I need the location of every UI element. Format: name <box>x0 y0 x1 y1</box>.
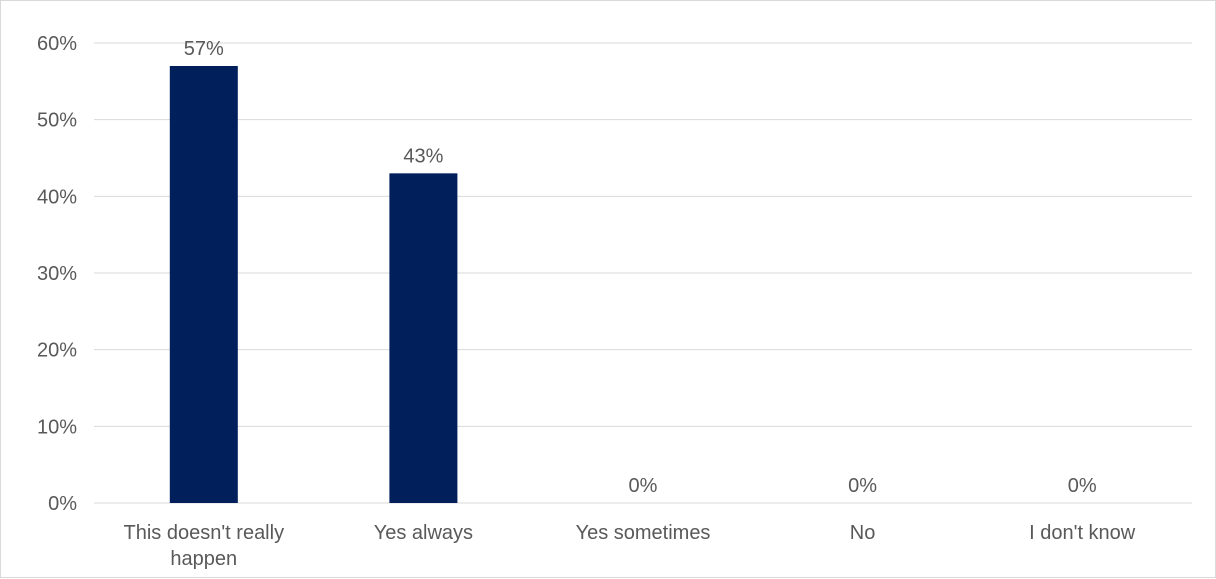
y-tick-label: 60% <box>37 33 77 55</box>
data-label: 43% <box>403 145 443 167</box>
data-label: 57% <box>184 38 224 60</box>
y-tick-label: 50% <box>37 110 77 132</box>
data-label: 0% <box>848 475 877 497</box>
category-label: I don't know <box>1029 522 1136 544</box>
bars <box>169 66 458 504</box>
category-label: No <box>850 522 876 544</box>
category-label-line: Yes always <box>374 522 473 544</box>
y-tick-label: 10% <box>37 416 77 438</box>
y-tick-label: 0% <box>48 493 77 515</box>
data-label: 0% <box>1068 475 1097 497</box>
bar <box>389 173 458 504</box>
category-label: Yes always <box>374 522 473 544</box>
x-axis-category-labels: This doesn't really happen Yes always Yes s… <box>124 522 1136 570</box>
y-tick-label: 20% <box>37 340 77 362</box>
y-tick-label: 40% <box>37 186 77 208</box>
category-label-line: This doesn't really <box>124 522 285 544</box>
category-label-line: happen <box>170 548 237 570</box>
category-label: Yes sometimes <box>576 522 711 544</box>
data-labels: 57% 43% 0% 0% 0% <box>184 38 1097 497</box>
category-label-line: No <box>850 522 876 544</box>
bar <box>169 66 238 503</box>
gridlines <box>94 42 1192 504</box>
category-label: This doesn't really happen <box>124 522 285 570</box>
y-axis-tick-labels: 0% 10% 20% 30% 40% 50% 60% <box>37 33 77 515</box>
data-label: 0% <box>629 475 658 497</box>
category-label-line: I don't know <box>1029 522 1136 544</box>
y-tick-label: 30% <box>37 263 77 285</box>
category-label-line: Yes sometimes <box>576 522 711 544</box>
